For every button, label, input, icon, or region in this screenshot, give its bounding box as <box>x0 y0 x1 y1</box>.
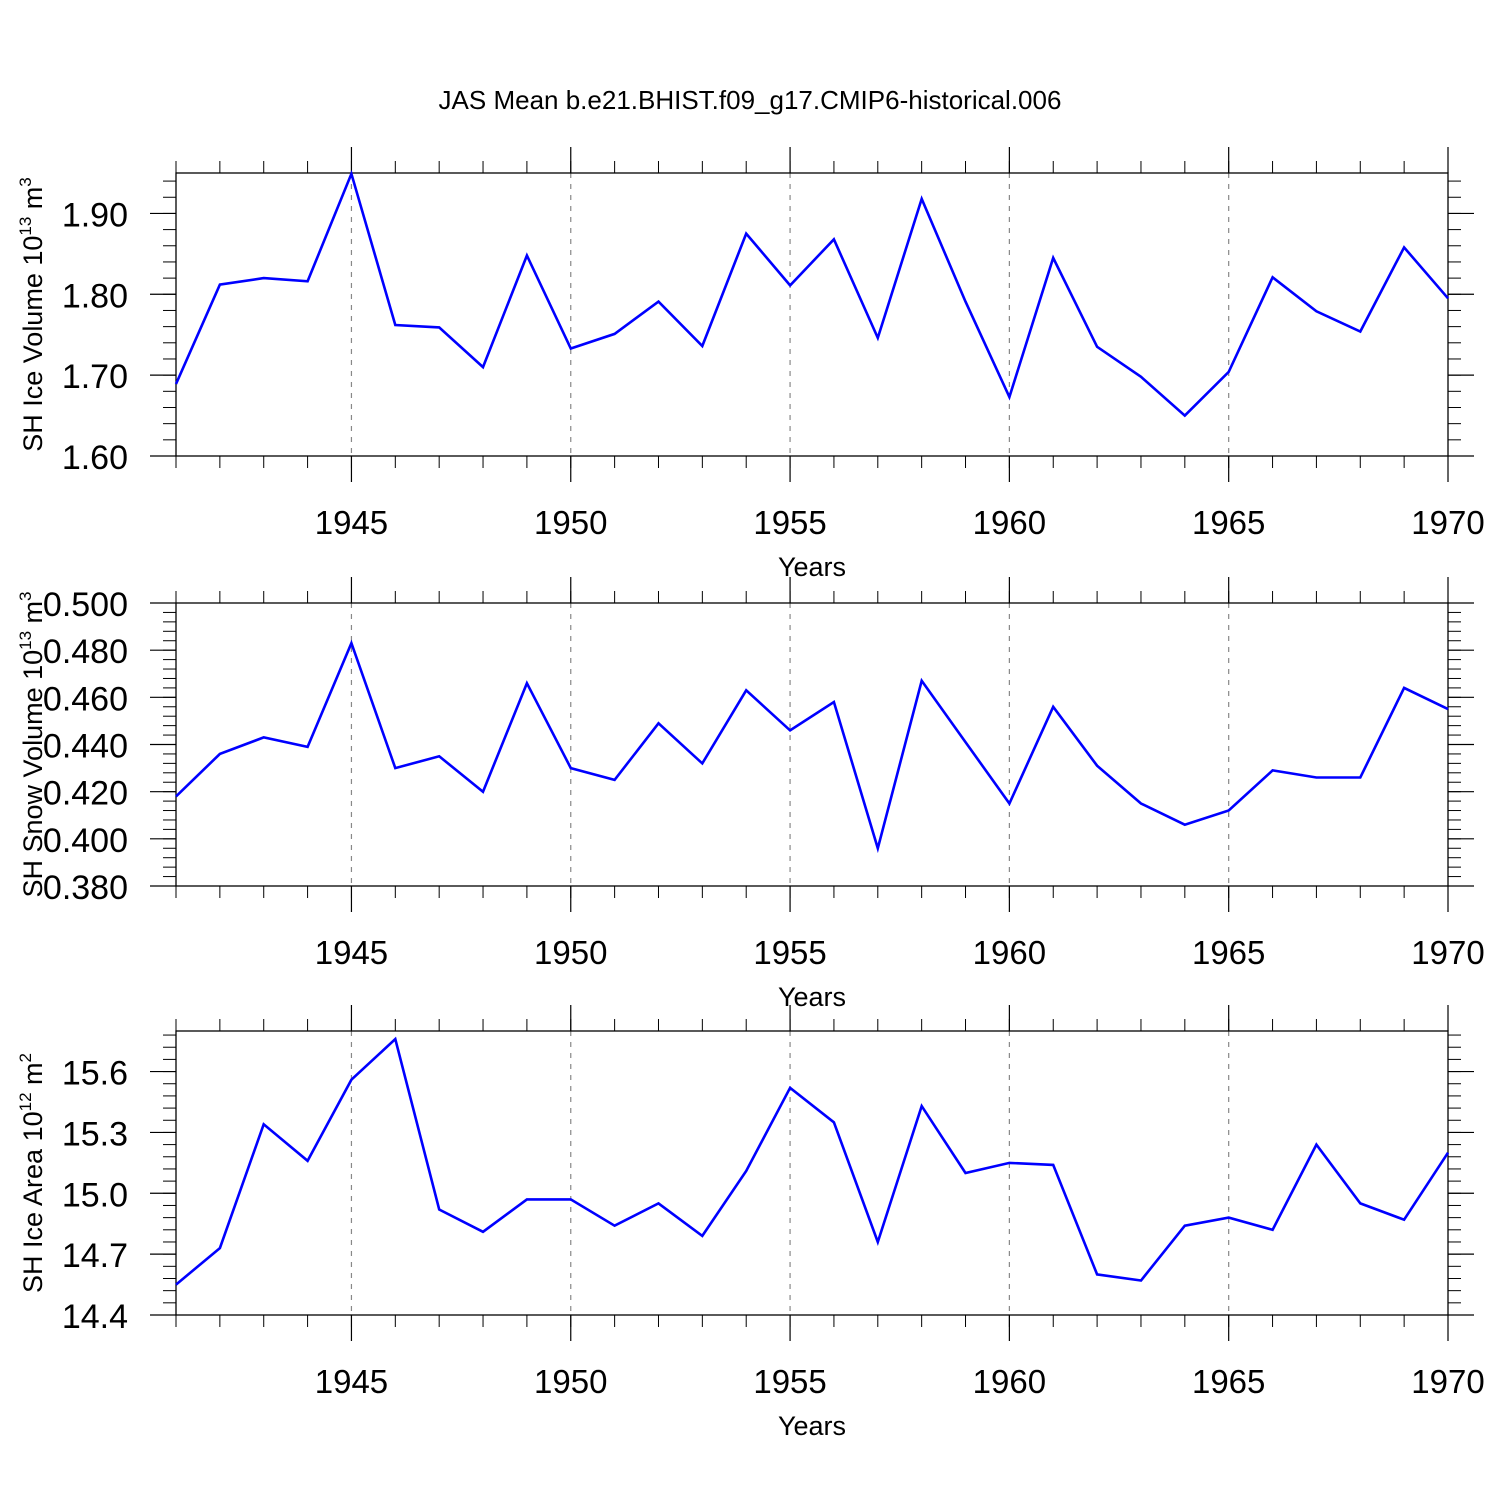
y-tick-label: 0.440 <box>43 728 128 766</box>
x-axis-label: Years <box>778 552 846 582</box>
plot-frame <box>176 173 1448 456</box>
y-tick-label: 0.480 <box>43 633 128 671</box>
y-tick-label: 0.380 <box>43 869 128 907</box>
panel-1: 1945 1950 1955 1960 1965 1970 1.60 1.70 1.80 1.90… <box>16 147 1485 582</box>
x-tick-label: 1960 <box>973 934 1046 971</box>
plot-frame <box>176 603 1448 886</box>
y-tick-label: 14.7 <box>62 1237 128 1275</box>
x-tick-label: 1945 <box>315 934 388 971</box>
figure-title: JAS Mean b.e21.BHIST.f09_g17.CMIP6-histo… <box>439 85 1062 115</box>
x-tick-label: 1970 <box>1411 504 1484 541</box>
x-tick-label: 1955 <box>753 1363 826 1400</box>
y-tick-label: 0.460 <box>43 680 128 718</box>
y-tick-label: 1.90 <box>62 196 128 234</box>
y-tick-label: 0.500 <box>43 586 128 624</box>
y-tick-label: 15.0 <box>62 1176 128 1214</box>
x-tick-label: 1950 <box>534 934 607 971</box>
x-tick-label: 1955 <box>753 504 826 541</box>
x-tick-label: 1970 <box>1411 934 1484 971</box>
x-tick-label: 1970 <box>1411 1363 1484 1400</box>
x-tick-label: 1955 <box>753 934 826 971</box>
y-tick-label: 0.400 <box>43 822 128 860</box>
x-tick-label: 1960 <box>973 504 1046 541</box>
series-line <box>176 643 1448 848</box>
panels: 1945 1950 1955 1960 1965 1970 1.60 1.70 1.80 1.90… <box>16 147 1485 1441</box>
x-axis-label: Years <box>778 1411 846 1441</box>
x-tick-label: 1965 <box>1192 504 1265 541</box>
panel-3: 1945 1950 1955 1960 1965 1970 14.4 14.7 15.0 15.3… <box>16 1005 1485 1441</box>
y-tick-label: 15.6 <box>62 1055 128 1093</box>
y-tick-label: 0.420 <box>43 775 128 813</box>
x-tick-label: 1945 <box>315 504 388 541</box>
series-line <box>176 174 1448 416</box>
y-tick-label: 1.60 <box>62 439 128 477</box>
y-tick-label: 14.4 <box>62 1298 128 1336</box>
x-tick-label: 1960 <box>973 1363 1046 1400</box>
plot-frame <box>176 1031 1448 1315</box>
x-tick-label: 1965 <box>1192 934 1265 971</box>
x-tick-label: 1945 <box>315 1363 388 1400</box>
y-tick-label: 1.70 <box>62 358 128 396</box>
y-tick-label: 1.80 <box>62 277 128 315</box>
y-tick-label: 15.3 <box>62 1115 128 1153</box>
panel-2: 1945 1950 1955 1960 1965 1970 0.380 0.400 0.420 0… <box>16 577 1485 1012</box>
x-tick-label: 1950 <box>534 504 607 541</box>
x-tick-label: 1950 <box>534 1363 607 1400</box>
y-axis-label: SH Ice Area 1012 m2 <box>16 1053 48 1293</box>
y-axis-label: SH Ice Volume 1013 m3 <box>16 177 48 452</box>
x-tick-label: 1965 <box>1192 1363 1265 1400</box>
series-line <box>176 1039 1448 1285</box>
x-axis-label: Years <box>778 982 846 1012</box>
